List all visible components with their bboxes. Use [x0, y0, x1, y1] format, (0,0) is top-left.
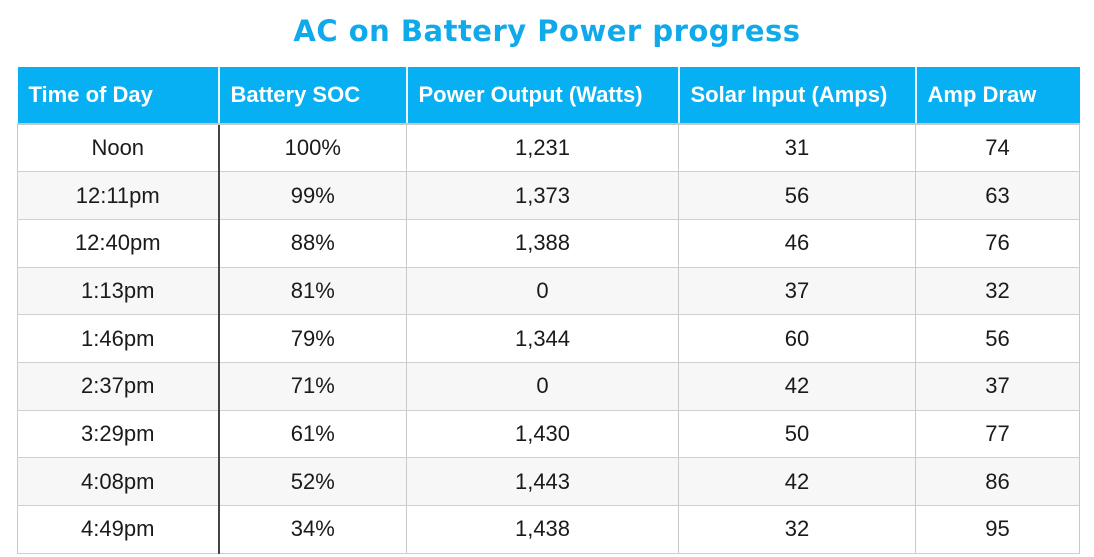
table-row: 4:49pm 34% 1,438 32 95	[17, 505, 1080, 554]
table-header: Time of Day Battery SOC Power Output (Wa…	[17, 67, 1080, 125]
cell-time-of-day: Noon	[17, 124, 220, 173]
cell-power-output: 1,438	[406, 505, 679, 554]
cell-amp-draw: 86	[915, 457, 1080, 506]
cell-solar-input: 32	[678, 505, 916, 554]
table-row: 2:37pm 71% 0 42 37	[17, 362, 1080, 411]
header-battery-soc: Battery SOC	[218, 67, 408, 125]
cell-battery-soc: 99%	[218, 171, 407, 220]
cell-battery-soc: 81%	[218, 267, 407, 316]
cell-time-of-day: 3:29pm	[17, 410, 220, 459]
cell-power-output: 1,344	[406, 314, 679, 363]
cell-amp-draw: 77	[915, 410, 1080, 459]
cell-power-output: 1,443	[406, 457, 679, 506]
cell-time-of-day: 4:08pm	[17, 457, 220, 506]
cell-amp-draw: 56	[915, 314, 1080, 363]
cell-battery-soc: 71%	[218, 362, 407, 411]
table-row: Noon 100% 1,231 31 74	[17, 124, 1080, 173]
cell-time-of-day: 12:11pm	[17, 171, 220, 220]
cell-power-output: 0	[406, 362, 679, 411]
header-power-output: Power Output (Watts)	[406, 67, 680, 125]
cell-amp-draw: 37	[915, 362, 1080, 411]
header-time-of-day: Time of Day	[17, 67, 220, 125]
cell-solar-input: 60	[678, 314, 916, 363]
cell-time-of-day: 12:40pm	[17, 219, 220, 268]
cell-battery-soc: 100%	[218, 124, 407, 173]
table-row: 4:08pm 52% 1,443 42 86	[17, 457, 1080, 506]
cell-solar-input: 42	[678, 362, 916, 411]
cell-power-output: 1,430	[406, 410, 679, 459]
table-title: AC on Battery Power progress	[293, 14, 801, 48]
cell-battery-soc: 52%	[218, 457, 407, 506]
table-row: 1:13pm 81% 0 37 32	[17, 267, 1080, 316]
header-amp-draw: Amp Draw	[915, 67, 1080, 125]
cell-battery-soc: 61%	[218, 410, 407, 459]
cell-solar-input: 56	[678, 171, 916, 220]
battery-progress-table: Time of Day Battery SOC Power Output (Wa…	[17, 67, 1080, 554]
cell-time-of-day: 2:37pm	[17, 362, 220, 411]
cell-amp-draw: 95	[915, 505, 1080, 554]
cell-solar-input: 31	[678, 124, 916, 173]
cell-amp-draw: 63	[915, 171, 1080, 220]
table-row: 1:46pm 79% 1,344 60 56	[17, 314, 1080, 363]
header-row: Time of Day Battery SOC Power Output (Wa…	[17, 67, 1080, 125]
cell-amp-draw: 76	[915, 219, 1080, 268]
table-row: 12:40pm 88% 1,388 46 76	[17, 219, 1080, 268]
table-row: 3:29pm 61% 1,430 50 77	[17, 410, 1080, 459]
cell-power-output: 1,231	[406, 124, 679, 173]
cell-power-output: 1,388	[406, 219, 679, 268]
table-body: Noon 100% 1,231 31 74 12:11pm 99% 1,373 56 63 12:4…	[17, 124, 1080, 554]
table-row: 12:11pm 99% 1,373 56 63	[17, 171, 1080, 220]
header-solar-input: Solar Input (Amps)	[678, 67, 917, 125]
cell-time-of-day: 1:46pm	[17, 314, 220, 363]
cell-solar-input: 46	[678, 219, 916, 268]
cell-power-output: 0	[406, 267, 679, 316]
cell-battery-soc: 34%	[218, 505, 407, 554]
cell-time-of-day: 1:13pm	[17, 267, 220, 316]
cell-solar-input: 37	[678, 267, 916, 316]
cell-battery-soc: 88%	[218, 219, 407, 268]
cell-solar-input: 42	[678, 457, 916, 506]
cell-power-output: 1,373	[406, 171, 679, 220]
cell-time-of-day: 4:49pm	[17, 505, 220, 554]
cell-solar-input: 50	[678, 410, 916, 459]
cell-amp-draw: 32	[915, 267, 1080, 316]
cell-amp-draw: 74	[915, 124, 1080, 173]
cell-battery-soc: 79%	[218, 314, 407, 363]
